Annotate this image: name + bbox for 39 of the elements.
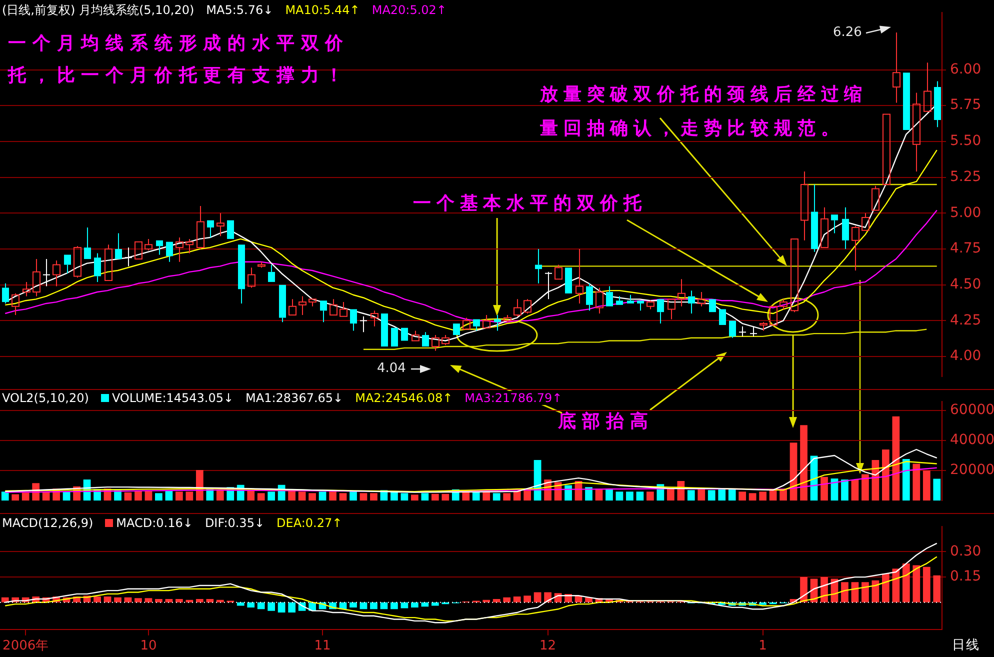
annotation: 一个月均线系统形成的水平双价托，比一个月价托更有支撑力！ [8,32,351,88]
y-tick-label: 0.15 [950,568,982,585]
text: DIF:0.35↓ [204,516,265,530]
text: 日线 [952,638,981,654]
annotation: 一个基本水平的双价托 [413,192,648,216]
annotation: 4.04 [377,361,411,376]
y-tick-label: 4.75 [950,240,982,257]
annotation: 底部抬高 [558,410,655,434]
text: MA2:24546.08↑ [355,391,453,405]
x-tick-label: 2006年 [2,638,49,654]
annotation: 放量突破双价托的颈线后经过缩量回抽确认，走势比较规范。 [540,83,869,141]
text: DEA:0.27↑ [276,516,342,530]
legend-label: MACD:0.16↓ [115,516,193,530]
x-tick-label: 10 [140,638,157,654]
text: MA20:5.02↑ [372,3,446,17]
annotation: 6.26 [833,25,863,41]
x-tick-label: 11 [314,638,331,654]
chart-title: (日线,前复权) 月均线系统(5,10,20) [2,3,194,17]
text: MA1:28367.65↓ [246,391,344,405]
y-tick-label: 0.30 [950,543,982,560]
y-tick-label: 5.25 [950,168,982,185]
text: MA10:5.44↑ [285,3,360,17]
y-tick-label: 4.50 [950,276,982,292]
text: MA3:21786.79↑ [464,391,562,405]
y-tick-label: 4.00 [950,348,982,364]
y-tick-label: 40000 [950,432,994,448]
y-tick-label: 60000 [950,402,994,418]
legend-label: VOLUME:14543.05↓ [110,391,234,405]
x-tick-label: 12 [540,638,556,654]
y-tick-label: 6.00 [950,61,982,78]
chart-title: VOL2(5,10,20) [2,391,89,405]
chart-title: MACD(12,26,9) [2,516,94,530]
y-tick-label: 5.75 [950,97,982,114]
y-tick-label: 5.50 [950,133,982,150]
text: MA5:5.76↓ [206,3,274,17]
y-tick-label: 4.25 [950,312,982,328]
y-tick-label: 5.00 [950,204,982,221]
x-tick-label: 1 [758,638,767,654]
y-tick-label: 20000 [950,462,994,478]
